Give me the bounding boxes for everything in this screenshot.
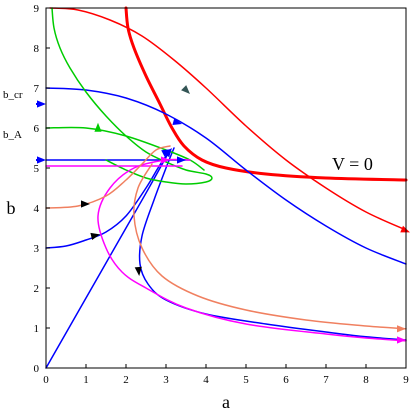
x-tick-label-5: 5 (243, 374, 249, 386)
trajectory-curve-12 (133, 163, 407, 330)
trajectory-curve-5 (138, 147, 407, 341)
x-tick-label-0: 0 (43, 374, 49, 386)
trajectory-curve-10 (97, 158, 407, 342)
trajectory-layer (45, 6, 408, 369)
y-tick-label-5: 5 (34, 163, 40, 175)
side-arrow-head-0 (37, 100, 46, 108)
direction-arrow-8 (161, 156, 170, 164)
x-tick-label-6: 6 (283, 374, 289, 386)
side-label-1: b_A (3, 129, 22, 141)
direction-arrow-layer (36, 85, 410, 344)
trajectory-curve-2 (45, 87, 407, 265)
x-tick-label-2: 2 (123, 374, 129, 386)
x-tick-label-7: 7 (323, 374, 329, 386)
side-label-0: b_cr (3, 89, 23, 101)
x-tick-label-1: 1 (83, 374, 89, 386)
direction-arrow-10 (94, 122, 102, 132)
x-tick-label-3: 3 (163, 374, 169, 386)
y-tick-label-6: 6 (34, 123, 40, 135)
x-tick-label-9: 9 (403, 374, 409, 386)
side-arrow-head-1 (37, 156, 46, 164)
direction-arrow-5 (400, 225, 410, 233)
y-tick-label-4: 4 (34, 203, 40, 215)
side-label-layer: b_cr b_A (3, 89, 23, 141)
direction-arrow-1 (172, 118, 182, 125)
trajectory-curve-1 (49, 7, 407, 231)
y-tick-label-0: 0 (34, 363, 40, 375)
y-tick-label-2: 2 (34, 283, 40, 295)
y-tick-label-1: 1 (34, 323, 40, 335)
direction-arrow-9 (177, 156, 186, 164)
direction-arrow-12 (163, 148, 172, 158)
x-tick-label-8: 8 (363, 374, 369, 386)
direction-arrow-0 (181, 85, 190, 94)
direction-arrow-2 (81, 200, 90, 208)
y-axis-ticks: 0 1 2 3 4 5 6 7 8 9 (34, 3, 50, 375)
direction-arrow-6 (397, 325, 406, 333)
v-zero-annotation: V = 0 (332, 154, 373, 174)
y-tick-label-9: 9 (34, 3, 40, 15)
y-tick-label-7: 7 (34, 83, 40, 95)
direction-arrow-3 (90, 232, 100, 240)
y-tick-label-3: 3 (34, 243, 40, 255)
trajectory-curve-8 (45, 126, 205, 171)
x-axis-ticks: 0 1 2 3 4 5 6 7 8 9 (43, 364, 409, 386)
y-axis-label: b (7, 198, 16, 218)
trajectory-curve-11 (45, 145, 171, 209)
trajectory-curve-7 (51, 7, 213, 185)
plot-frame (45, 7, 407, 369)
direction-arrow-4 (134, 266, 142, 276)
x-tick-label-4: 4 (203, 374, 209, 386)
trajectory-curve-4 (45, 149, 171, 369)
x-axis-label: a (222, 392, 230, 412)
y-tick-label-8: 8 (34, 43, 40, 55)
trajectory-curve-0 (124, 6, 408, 182)
direction-arrow-7 (397, 336, 406, 344)
